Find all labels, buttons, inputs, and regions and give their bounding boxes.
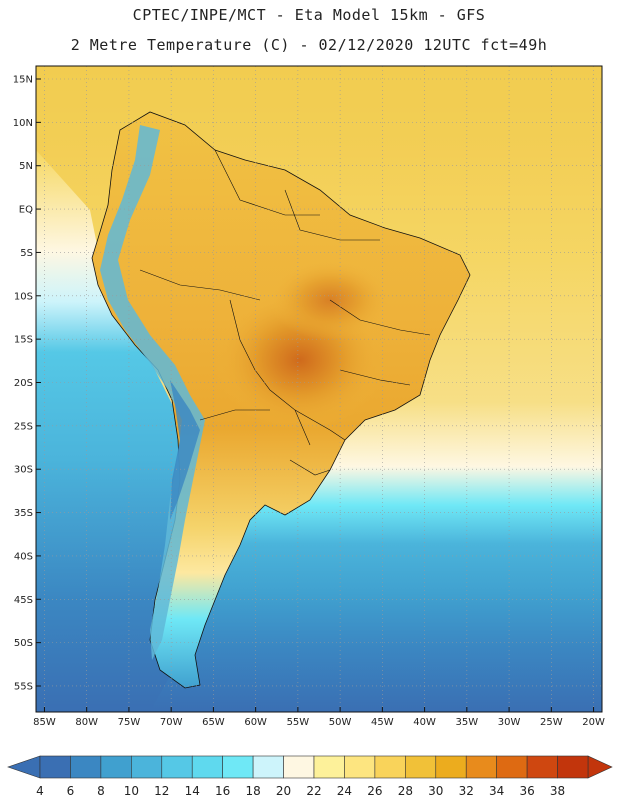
colorbar-label: 28	[398, 784, 413, 798]
lon-tick-label: 75W	[118, 717, 141, 728]
lon-tick-label: 85W	[33, 717, 56, 728]
lat-tick-label: 10S	[14, 291, 33, 302]
colorbar-label: 16	[215, 784, 230, 798]
colorbar-swatch	[405, 755, 437, 779]
colorbar-swatch	[252, 755, 284, 779]
lon-tick-label: 20W	[582, 717, 605, 728]
andes-cold-ridge	[100, 125, 205, 660]
colorbar-swatch	[313, 755, 345, 779]
lat-tick-label: EQ	[19, 205, 33, 216]
latitude-axis: 15N 10N 5N EQ 5S 10S 15S 20S 25S 30S 35S 40S 45S 50S 5…	[13, 75, 41, 692]
colorbar-swatch	[222, 755, 254, 779]
colorbar-label: 18	[245, 784, 260, 798]
colorbar-swatch	[131, 755, 163, 779]
colorbar-label: 14	[185, 784, 200, 798]
lat-tick-label: 45S	[14, 595, 33, 606]
colorbar-label: 8	[97, 784, 105, 798]
lat-tick-label: 30S	[14, 465, 33, 476]
colorbar-swatch	[465, 755, 497, 779]
lon-tick-label: 30W	[498, 717, 521, 728]
map-title-model: CPTEC/INPE/MCT - Eta Model 15km - GFS	[132, 6, 486, 24]
colorbar-label: 30	[428, 784, 443, 798]
map-frame	[35, 65, 603, 713]
colorbar-swatch	[496, 755, 528, 779]
colorbar-label: 24	[337, 784, 352, 798]
lon-tick-label: 25W	[540, 717, 563, 728]
lon-tick-label: 60W	[244, 717, 267, 728]
colorbar-label: 36	[519, 784, 534, 798]
colorbar-label: 12	[154, 784, 169, 798]
lon-tick-label: 65W	[202, 717, 225, 728]
colorbar-swatch	[374, 755, 406, 779]
lat-tick-label: 55S	[14, 681, 33, 692]
colorbar-label: 6	[67, 784, 75, 798]
colorbar-label: 38	[550, 784, 565, 798]
colorbar-label: 26	[367, 784, 382, 798]
lat-tick-label: 25S	[14, 421, 33, 432]
colorbar-swatch	[557, 755, 589, 779]
colorbar-label: 22	[306, 784, 321, 798]
colorbar-label: 4	[36, 784, 44, 798]
lat-tick-label: 5S	[20, 248, 33, 259]
andes-high-peaks	[170, 380, 200, 520]
colorbar-label: 10	[124, 784, 139, 798]
lat-tick-label: 15S	[14, 335, 33, 346]
colorbar-swatch	[161, 755, 193, 779]
temperature-colorbar: 4 6 8 10 12 14 16 18 20 22 24 26 28 30 32 34 36 38	[7, 755, 613, 798]
colorbar-swatch	[435, 755, 467, 779]
country-borders	[139, 149, 431, 476]
colorbar-swatch	[39, 755, 71, 779]
colorbar-swatch	[100, 755, 132, 779]
longitude-axis: 85W 80W 75W 70W 65W 60W 55W 50W 45W 40W 35W 30W 25W 2…	[33, 707, 605, 728]
colorbar-label: 32	[459, 784, 474, 798]
map-title-variable: 2 Metre Temperature (C) - 02/12/2020 12U…	[70, 36, 548, 54]
colorbar-label: 34	[489, 784, 504, 798]
lat-tick-label: 15N	[13, 75, 33, 86]
lon-tick-label: 80W	[75, 717, 98, 728]
colorbar-low-arrow	[7, 755, 41, 779]
pacific-temperature-field	[36, 150, 200, 712]
colorbar-swatch	[526, 755, 558, 779]
tropical-north-field	[36, 66, 602, 140]
lat-tick-label: 40S	[14, 551, 33, 562]
colorbar-swatch	[70, 755, 102, 779]
lat-tick-label: 50S	[14, 638, 33, 649]
lat-tick-label: 10N	[13, 118, 33, 129]
colorbar-label: 20	[276, 784, 291, 798]
lat-tick-label: 20S	[14, 378, 33, 389]
colorbar-swatch	[191, 755, 223, 779]
lon-tick-label: 40W	[413, 717, 436, 728]
colorbar-high-arrow	[587, 755, 613, 779]
colorbar-swatch	[344, 755, 376, 779]
lon-tick-label: 35W	[456, 717, 479, 728]
lon-tick-label: 70W	[160, 717, 183, 728]
temperature-field	[36, 66, 602, 712]
lat-tick-label: 5N	[19, 161, 33, 172]
lon-tick-label: 55W	[287, 717, 310, 728]
lon-tick-label: 50W	[329, 717, 352, 728]
lon-tick-label: 45W	[371, 717, 394, 728]
colorbar-swatch	[283, 755, 315, 779]
lat-tick-label: 35S	[14, 508, 33, 519]
